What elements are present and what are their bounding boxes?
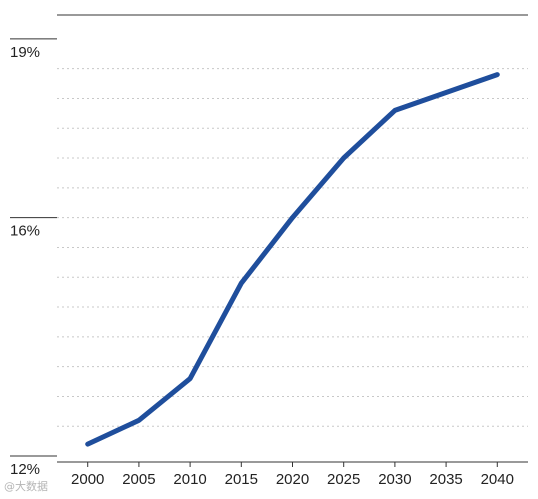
x-tick-label: 2030 [378,471,411,488]
axes [57,14,528,463]
x-tick-label: 2005 [122,471,155,488]
x-axis-ticks: 2000 2005 2010 2015 2020 2025 2030 2035 2040 [71,462,514,488]
y-tick-label: 12% [10,461,40,478]
x-tick-label: 2020 [276,471,309,488]
watermark: @大数据 [4,480,48,493]
x-tick-label: 2015 [225,471,258,488]
x-tick-label: 2000 [71,471,104,488]
y-axis-ticks: 12% 16% 19% [10,38,57,478]
y-tick-label: 16% [10,223,40,240]
series [85,72,500,447]
x-tick-label: 2040 [481,471,514,488]
series-line [85,72,500,447]
y-tick-label: 19% [10,44,40,61]
x-tick-label: 2010 [173,471,206,488]
x-tick-label: 2035 [429,471,462,488]
x-tick-label: 2025 [327,471,360,488]
grid-lines [57,68,528,427]
